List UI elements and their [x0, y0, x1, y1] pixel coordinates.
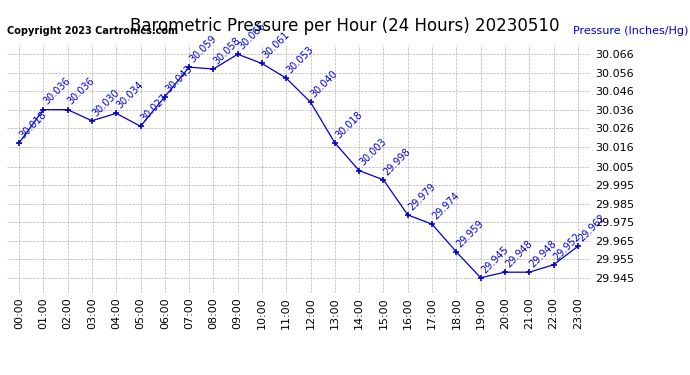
Text: 29.979: 29.979: [406, 181, 437, 212]
Text: 29.945: 29.945: [479, 244, 510, 275]
Text: 30.040: 30.040: [309, 69, 340, 99]
Text: 30.027: 30.027: [139, 93, 170, 123]
Text: 29.948: 29.948: [528, 238, 559, 269]
Text: Pressure (Inches/Hg): Pressure (Inches/Hg): [573, 26, 689, 36]
Text: 29.959: 29.959: [455, 218, 486, 249]
Text: 30.034: 30.034: [115, 80, 146, 111]
Text: 29.948: 29.948: [504, 238, 534, 269]
Text: Copyright 2023 Cartronics.com: Copyright 2023 Cartronics.com: [7, 26, 178, 36]
Text: 30.018: 30.018: [333, 109, 364, 140]
Text: 30.003: 30.003: [357, 137, 388, 168]
Text: 30.036: 30.036: [42, 76, 72, 107]
Text: 29.962: 29.962: [576, 213, 607, 243]
Text: 29.998: 29.998: [382, 146, 413, 177]
Text: 30.043: 30.043: [164, 63, 194, 94]
Text: 30.066: 30.066: [236, 21, 267, 51]
Text: 30.058: 30.058: [212, 35, 243, 66]
Text: 30.061: 30.061: [260, 30, 291, 61]
Text: 29.974: 29.974: [431, 190, 462, 221]
Text: 30.053: 30.053: [285, 45, 316, 75]
Text: 30.018: 30.018: [17, 109, 48, 140]
Text: 30.059: 30.059: [188, 33, 219, 64]
Text: 30.030: 30.030: [90, 87, 121, 118]
Text: 30.036: 30.036: [66, 76, 97, 107]
Text: Barometric Pressure per Hour (24 Hours) 20230510: Barometric Pressure per Hour (24 Hours) …: [130, 17, 560, 35]
Text: 29.952: 29.952: [552, 231, 583, 262]
